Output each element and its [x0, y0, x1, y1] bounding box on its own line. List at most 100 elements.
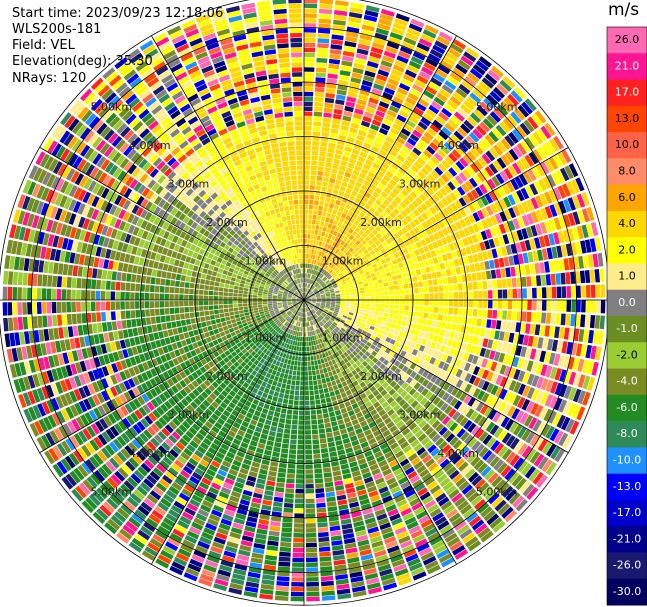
velocity-bin — [188, 392, 197, 400]
velocity-bin — [305, 288, 307, 293]
velocity-bin — [203, 564, 217, 573]
velocity-bin — [306, 300, 311, 303]
velocity-bin — [345, 290, 350, 294]
velocity-bin — [232, 438, 241, 446]
velocity-bin — [331, 168, 338, 174]
velocity-bin — [401, 544, 415, 554]
velocity-bin — [177, 520, 190, 530]
velocity-bin — [381, 162, 390, 170]
velocity-bin — [504, 366, 512, 377]
velocity-bin — [390, 412, 398, 421]
velocity-bin — [476, 356, 484, 367]
velocity-bin — [326, 227, 331, 234]
velocity-bin — [412, 147, 422, 156]
velocity-bin — [515, 498, 528, 512]
velocity-bin — [416, 447, 426, 456]
velocity-bin — [454, 359, 462, 368]
velocity-bin — [321, 269, 326, 274]
velocity-bin — [201, 531, 214, 541]
velocity-bin — [351, 419, 359, 426]
velocity-bin — [401, 272, 407, 279]
velocity-bin — [540, 207, 549, 220]
velocity-bin — [304, 135, 312, 141]
velocity-bin — [328, 446, 337, 453]
velocity-bin — [215, 434, 225, 443]
velocity-bin — [316, 374, 321, 380]
velocity-bin — [372, 364, 379, 371]
velocity-bin — [253, 353, 260, 359]
velocity-bin — [378, 236, 385, 243]
velocity-bin — [263, 424, 271, 431]
velocity-bin — [380, 248, 387, 254]
velocity-bin — [167, 537, 181, 547]
velocity-bin — [353, 185, 360, 193]
velocity-bin — [306, 298, 312, 300]
velocity-bin — [444, 103, 456, 114]
velocity-bin — [398, 315, 404, 321]
velocity-bin — [414, 79, 427, 89]
velocity-bin — [158, 373, 166, 382]
velocity-bin — [259, 374, 265, 381]
velocity-bin — [305, 293, 307, 298]
velocity-bin — [337, 331, 343, 336]
velocity-bin — [506, 114, 518, 127]
velocity-bin — [458, 350, 465, 360]
velocity-bin — [223, 357, 230, 364]
velocity-bin — [282, 517, 293, 523]
velocity-bin — [276, 432, 283, 438]
velocity-bin — [348, 312, 354, 316]
velocity-bin — [318, 225, 323, 231]
velocity-bin — [342, 230, 348, 236]
velocity-bin — [179, 389, 188, 398]
velocity-bin — [345, 203, 351, 210]
velocity-bin — [380, 178, 388, 186]
velocity-bin — [391, 463, 401, 472]
velocity-bin — [448, 347, 456, 356]
velocity-bin — [289, 449, 297, 455]
velocity-bin — [328, 269, 334, 274]
velocity-bin — [383, 157, 393, 166]
velocity-bin — [305, 283, 307, 288]
velocity-bin — [298, 351, 302, 357]
velocity-bin — [408, 23, 423, 33]
velocity-bin — [409, 341, 416, 348]
velocity-bin — [517, 443, 528, 456]
velocity-bin — [507, 194, 516, 206]
velocity-bin — [263, 360, 269, 366]
velocity-bin — [339, 376, 346, 383]
velocity-bin — [322, 276, 327, 281]
velocity-bin — [235, 513, 247, 521]
velocity-bin — [446, 215, 454, 225]
velocity-bin — [539, 406, 548, 420]
velocity-bin — [145, 517, 159, 529]
velocity-bin — [317, 285, 321, 289]
velocity-bin — [427, 480, 438, 491]
velocity-bin — [557, 151, 568, 166]
velocity-bin — [377, 243, 384, 250]
velocity-bin — [553, 430, 564, 444]
velocity-bin — [281, 368, 286, 374]
velocity-bin — [415, 269, 422, 276]
velocity-bin — [343, 45, 356, 53]
velocity-bin — [581, 224, 589, 239]
velocity-bin — [224, 350, 231, 357]
velocity-bin — [375, 367, 383, 374]
velocity-bin — [322, 285, 328, 289]
velocity-bin — [334, 215, 341, 222]
velocity-bin — [529, 323, 536, 335]
velocity-bin — [416, 157, 426, 166]
velocity-bin — [374, 187, 383, 194]
velocity-bin — [307, 263, 310, 269]
velocity-bin — [297, 306, 300, 311]
velocity-bin — [377, 105, 388, 114]
velocity-bin — [377, 195, 385, 202]
velocity-bin — [231, 409, 239, 417]
velocity-bin — [445, 268, 452, 277]
velocity-bin — [224, 456, 234, 464]
velocity-bin — [343, 537, 356, 545]
velocity-bin — [316, 344, 320, 350]
velocity-bin — [344, 337, 350, 343]
velocity-bin — [249, 342, 255, 348]
velocity-bin — [304, 283, 306, 288]
velocity-bin — [520, 157, 530, 170]
